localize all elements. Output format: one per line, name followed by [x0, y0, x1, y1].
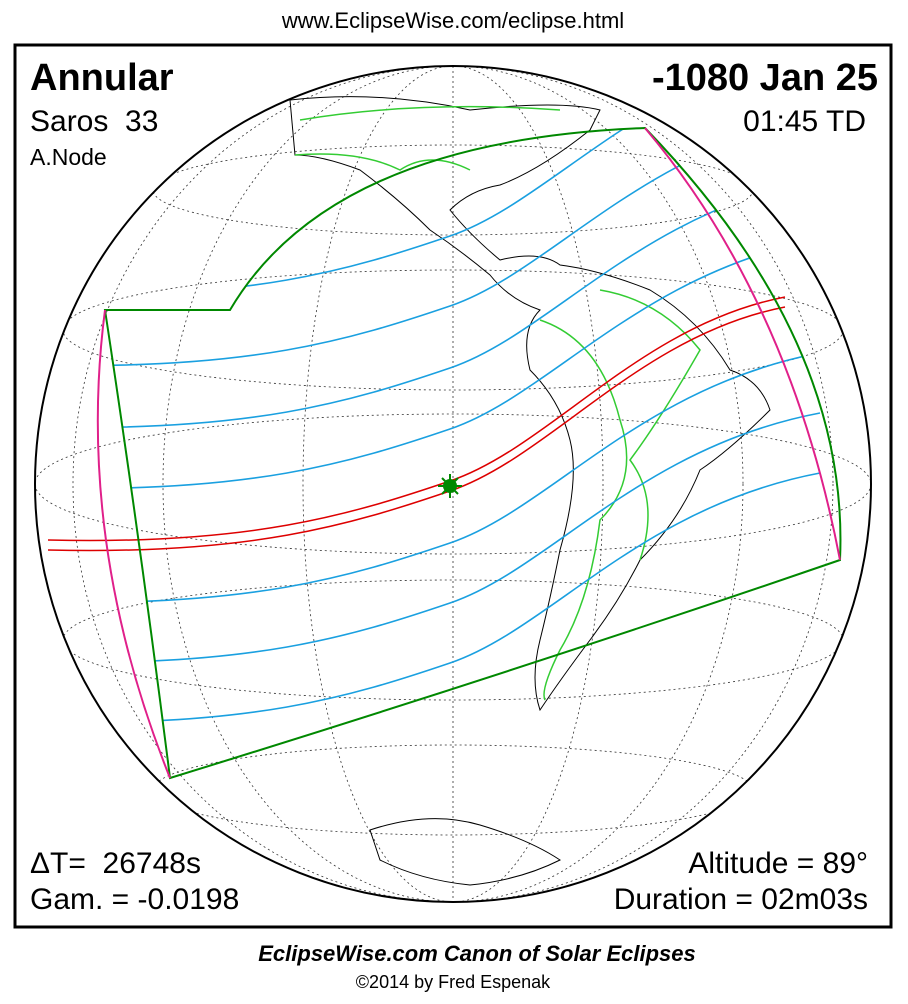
date: -1080 Jan 25 [652, 57, 878, 99]
saros: Saros 33 [30, 105, 158, 138]
delta-t: ΔT= 26748s [30, 847, 201, 880]
globe [35, 66, 871, 902]
time: 01:45 TD [743, 105, 866, 138]
duration: Duration = 02m03s [614, 883, 868, 916]
node: A.Node [30, 144, 107, 170]
url: www.EclipseWise.com/eclipse.html [281, 8, 624, 33]
eclipse-type: Annular [30, 57, 174, 99]
footer-title: EclipseWise.com Canon of Solar Eclipses [258, 941, 696, 966]
globe-outline [34, 65, 872, 903]
frame [13, 43, 893, 929]
altitude: Altitude = 89° [688, 847, 868, 880]
footer-credit: ©2014 by Fred Espenak [356, 972, 551, 992]
gamma: Gam. = -0.0198 [30, 883, 239, 916]
